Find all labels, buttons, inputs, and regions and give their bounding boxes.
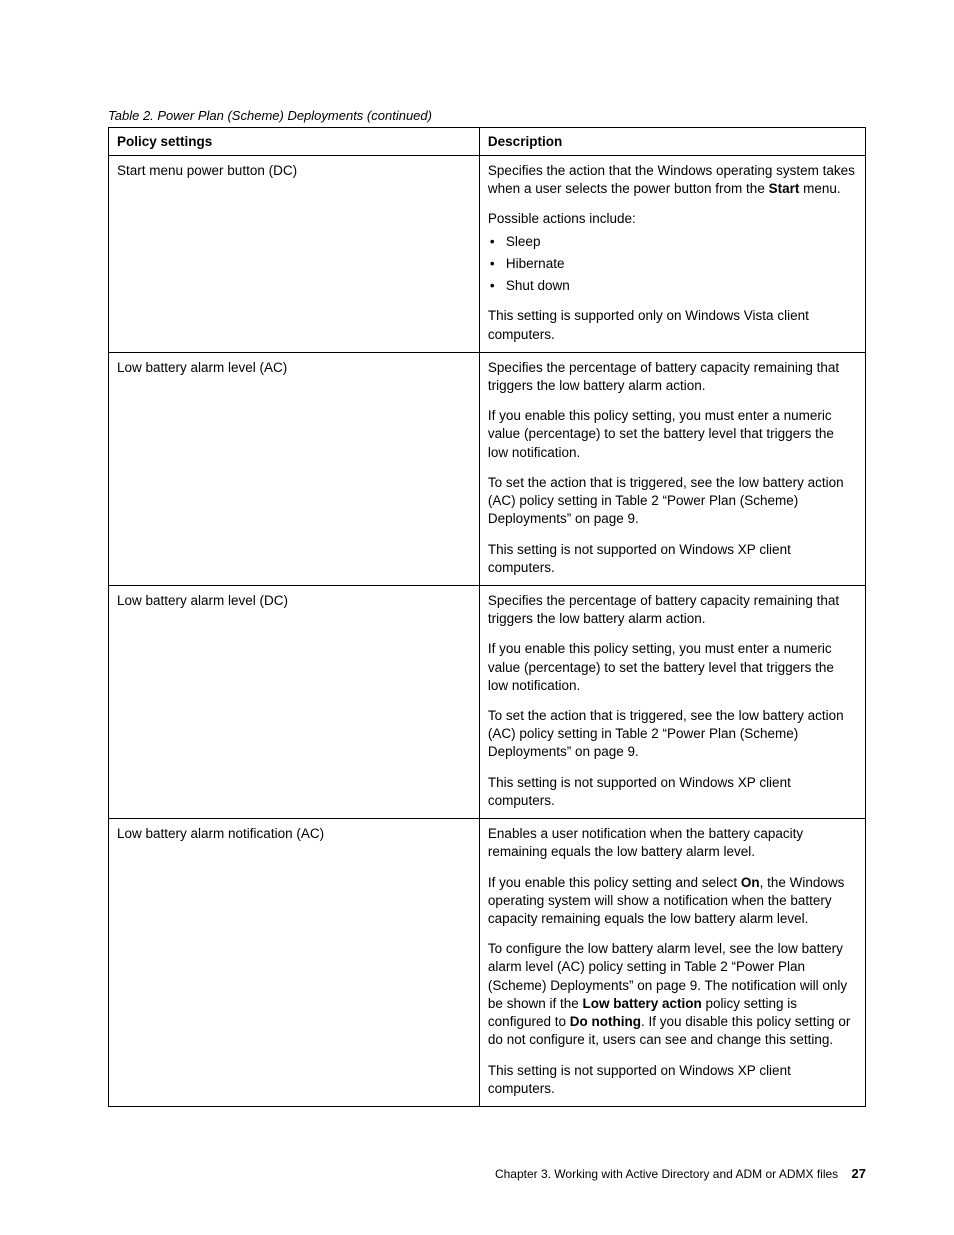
desc-paragraph: If you enable this policy setting and se… bbox=[488, 874, 857, 929]
policy-table: Policy settings Description Start menu p… bbox=[108, 127, 866, 1107]
bold-text: Low battery action bbox=[582, 996, 701, 1011]
footer-page-number: 27 bbox=[852, 1166, 866, 1181]
cell-description: Specifies the percentage of battery capa… bbox=[479, 352, 865, 585]
list-item: Shut down bbox=[490, 277, 857, 295]
table-row: Low battery alarm level (AC) Specifies t… bbox=[109, 352, 866, 585]
desc-paragraph: This setting is supported only on Window… bbox=[488, 307, 857, 343]
desc-paragraph: To set the action that is triggered, see… bbox=[488, 707, 857, 762]
desc-paragraph: This setting is not supported on Windows… bbox=[488, 1062, 857, 1098]
page-footer: Chapter 3. Working with Active Directory… bbox=[495, 1166, 866, 1181]
bold-text: Start bbox=[769, 181, 800, 196]
list-item: Sleep bbox=[490, 233, 857, 251]
cell-policy-setting: Low battery alarm notification (AC) bbox=[109, 819, 480, 1107]
cell-description: Enables a user notification when the bat… bbox=[479, 819, 865, 1107]
desc-paragraph: If you enable this policy setting, you m… bbox=[488, 640, 857, 695]
desc-paragraph: This setting is not supported on Windows… bbox=[488, 774, 857, 810]
cell-description: Specifies the percentage of battery capa… bbox=[479, 585, 865, 818]
bold-text: Do nothing bbox=[570, 1014, 641, 1029]
action-list: Sleep Hibernate Shut down bbox=[488, 233, 857, 296]
text: If you enable this policy setting and se… bbox=[488, 875, 741, 890]
desc-paragraph: Specifies the percentage of battery capa… bbox=[488, 359, 857, 395]
text: Possible actions include: bbox=[488, 211, 636, 226]
bold-text: On bbox=[741, 875, 760, 890]
desc-paragraph: If you enable this policy setting, you m… bbox=[488, 407, 857, 462]
cell-policy-setting: Low battery alarm level (DC) bbox=[109, 585, 480, 818]
desc-paragraph: To set the action that is triggered, see… bbox=[488, 474, 857, 529]
list-item: Hibernate bbox=[490, 255, 857, 273]
table-row: Low battery alarm level (DC) Specifies t… bbox=[109, 585, 866, 818]
header-description: Description bbox=[479, 128, 865, 156]
text: menu. bbox=[799, 181, 840, 196]
table-caption: Table 2. Power Plan (Scheme) Deployments… bbox=[108, 108, 866, 123]
desc-paragraph: This setting is not supported on Windows… bbox=[488, 541, 857, 577]
desc-paragraph: To configure the low battery alarm level… bbox=[488, 940, 857, 1049]
cell-description: Specifies the action that the Windows op… bbox=[479, 156, 865, 353]
footer-chapter: Chapter 3. Working with Active Directory… bbox=[495, 1167, 838, 1181]
table-row: Low battery alarm notification (AC) Enab… bbox=[109, 819, 866, 1107]
desc-paragraph: Specifies the percentage of battery capa… bbox=[488, 592, 857, 628]
desc-paragraph: Possible actions include: Sleep Hibernat… bbox=[488, 210, 857, 295]
table-header-row: Policy settings Description bbox=[109, 128, 866, 156]
header-policy-settings: Policy settings bbox=[109, 128, 480, 156]
cell-policy-setting: Start menu power button (DC) bbox=[109, 156, 480, 353]
table-row: Start menu power button (DC) Specifies t… bbox=[109, 156, 866, 353]
cell-policy-setting: Low battery alarm level (AC) bbox=[109, 352, 480, 585]
desc-paragraph: Enables a user notification when the bat… bbox=[488, 825, 857, 861]
desc-paragraph: Specifies the action that the Windows op… bbox=[488, 162, 857, 198]
